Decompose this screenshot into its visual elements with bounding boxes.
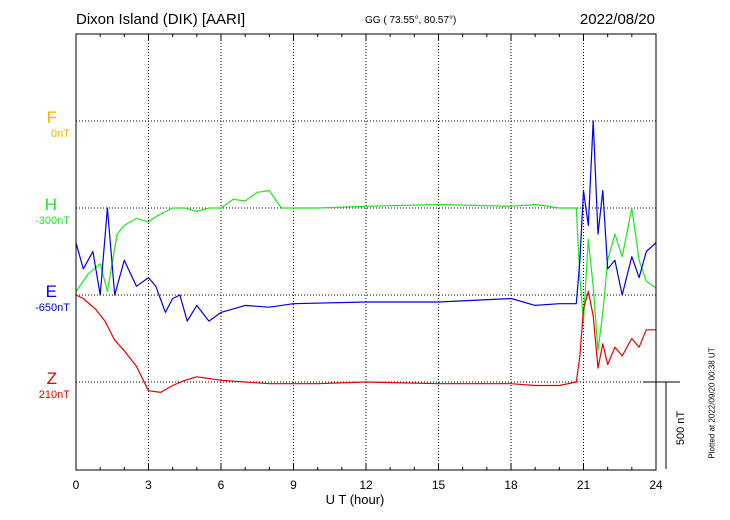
x-tick-label: 3	[145, 478, 152, 492]
component-name: Z	[46, 369, 57, 388]
plot-border	[75, 33, 657, 471]
x-tick-label: 18	[504, 478, 518, 492]
x-tick-label: 15	[431, 478, 446, 492]
x-tick-label: 6	[217, 478, 225, 492]
component-label-f: F 0nT	[0, 108, 70, 140]
component-name: F	[46, 108, 57, 127]
chart-title: Dixon Island (DIK) [AARI]	[76, 11, 246, 28]
scale-bar-label: 500 nT	[675, 410, 687, 446]
component-baseline: 0nT	[51, 128, 70, 140]
x-tick-label: 0	[72, 478, 80, 492]
component-label-e: E -650nT	[0, 282, 70, 314]
component-baseline: -650nT	[35, 302, 70, 314]
x-axis-label: U T (hour)	[0, 492, 730, 507]
grid-lines	[76, 34, 656, 470]
series-layer	[75, 120, 657, 393]
x-tick-label: 9	[290, 478, 297, 492]
plotted-timestamp: Plotted at 2022/09/20 00:38 UT	[707, 347, 717, 459]
plot-frame	[75, 33, 680, 471]
component-baseline: 210nT	[38, 389, 70, 401]
x-tick-label: 21	[576, 478, 591, 492]
x-tick-label: 24	[649, 478, 663, 492]
series-line-e	[75, 120, 657, 322]
component-name: E	[45, 282, 57, 301]
series-line-h	[75, 190, 657, 352]
component-name: H	[44, 195, 57, 214]
x-axis-label-text: U T (hour)	[325, 492, 385, 507]
station-coordinates: GG ( 73.55°, 80.57°)	[365, 15, 457, 26]
component-baseline: -300nT	[35, 215, 70, 227]
chart-date: 2022/08/20	[579, 11, 655, 28]
x-tick-label: 12	[359, 478, 373, 492]
component-label-z: Z 210nT	[0, 369, 70, 401]
component-label-h: H -300nT	[0, 195, 70, 227]
series-line-z	[75, 290, 656, 393]
